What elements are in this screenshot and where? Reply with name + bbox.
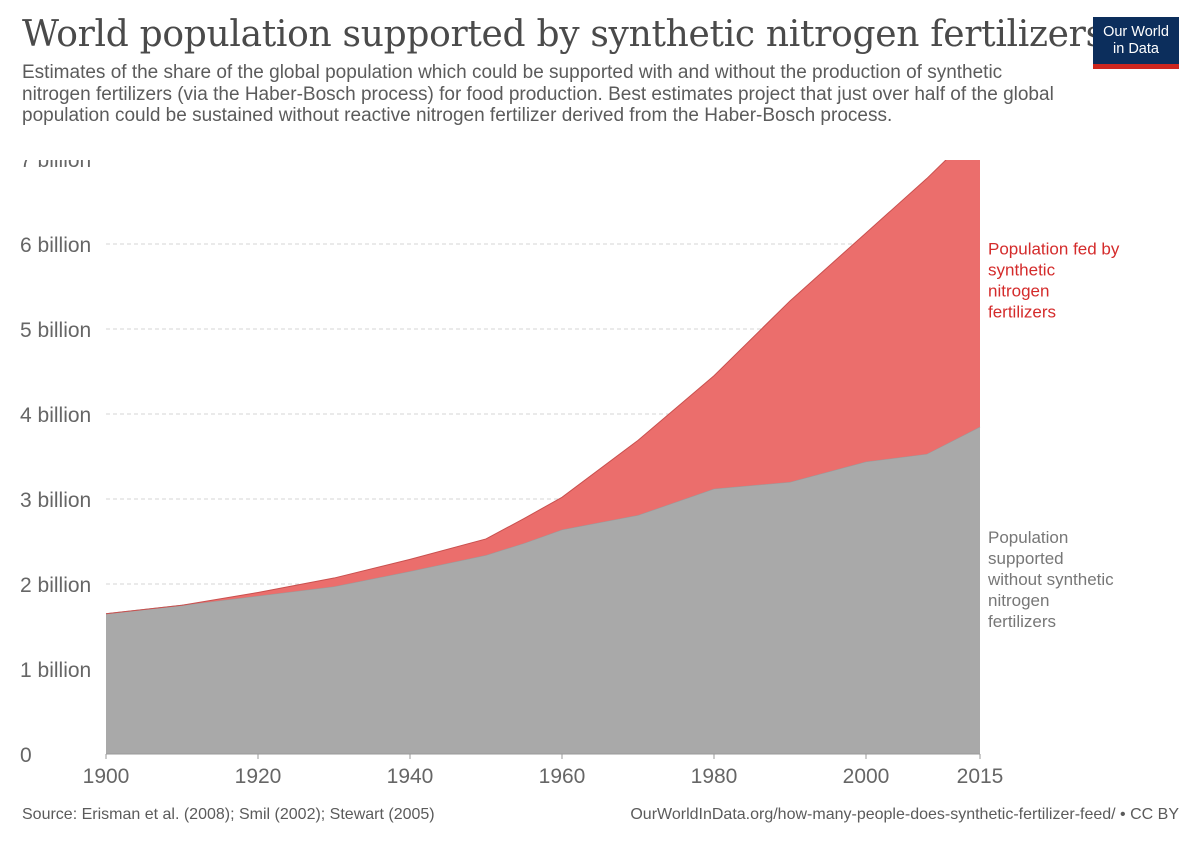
y-tick-label: 6 billion bbox=[20, 234, 91, 257]
y-tick-label: 4 billion bbox=[20, 404, 91, 427]
logo-accent-bar bbox=[1093, 64, 1179, 69]
series-label-fed-by-fertilizers: synthetic bbox=[988, 261, 1056, 280]
x-axis: 1900 1920 1940 1960 1980 2000 2015 bbox=[83, 753, 1004, 788]
series-top-line bbox=[105, 160, 947, 615]
series-label-fed-by-fertilizers: fertilizers bbox=[988, 303, 1056, 322]
chart-subtitle: Estimates of the share of the global pop… bbox=[22, 62, 1054, 126]
y-axis: 0 1 billion 2 billion 3 billion 4 billion 5 b… bbox=[20, 160, 91, 767]
x-tick-label: 1960 bbox=[539, 765, 586, 788]
x-tick-label: 1980 bbox=[691, 765, 738, 788]
x-tick-label: 1920 bbox=[235, 765, 282, 788]
owid-logo[interactable]: Our World in Data bbox=[1093, 17, 1179, 69]
series-label-without-fertilizers: supported bbox=[988, 549, 1064, 568]
area-without-fertilizers[interactable] bbox=[106, 426, 980, 754]
series-label-without-fertilizers: Population bbox=[988, 528, 1068, 547]
y-tick-label: 1 billion bbox=[20, 659, 91, 682]
x-tick-label: 2000 bbox=[843, 765, 890, 788]
y-tick-label: 2 billion bbox=[20, 574, 91, 597]
series-label-without-fertilizers: nitrogen bbox=[988, 591, 1049, 610]
series-label-without-fertilizers: fertilizers bbox=[988, 612, 1056, 631]
x-tick-label: 1900 bbox=[83, 765, 130, 788]
series-labels: Population supported without synthetic nitr… bbox=[987, 240, 1120, 631]
source-url[interactable]: OurWorldInData.org/how-many-people-does-… bbox=[630, 806, 1179, 823]
logo-line-1: Our World bbox=[1103, 24, 1169, 40]
y-tick-label: 3 billion bbox=[20, 489, 91, 512]
x-tick-label: 1940 bbox=[387, 765, 434, 788]
y-tick-label: 0 bbox=[20, 744, 32, 767]
x-tick-label: 2015 bbox=[957, 765, 1004, 788]
logo-line-2: in Data bbox=[1113, 41, 1159, 57]
y-tick-label: 7 billion bbox=[20, 160, 91, 172]
y-tick-label: 5 billion bbox=[20, 319, 91, 342]
chart-title: World population supported by synthetic … bbox=[22, 14, 1104, 55]
series-label-fed-by-fertilizers: nitrogen bbox=[988, 282, 1049, 301]
series-label-fed-by-fertilizers: Population fed by bbox=[988, 240, 1120, 259]
area-series bbox=[105, 160, 981, 754]
source-note: Source: Erisman et al. (2008); Smil (200… bbox=[22, 806, 435, 823]
series-label-without-fertilizers: without synthetic bbox=[987, 570, 1114, 589]
area-fed-by-fertilizers[interactable] bbox=[106, 160, 980, 614]
stacked-area-chart: 0 1 billion 2 billion 3 billion 4 billion 5 b… bbox=[20, 160, 1120, 788]
